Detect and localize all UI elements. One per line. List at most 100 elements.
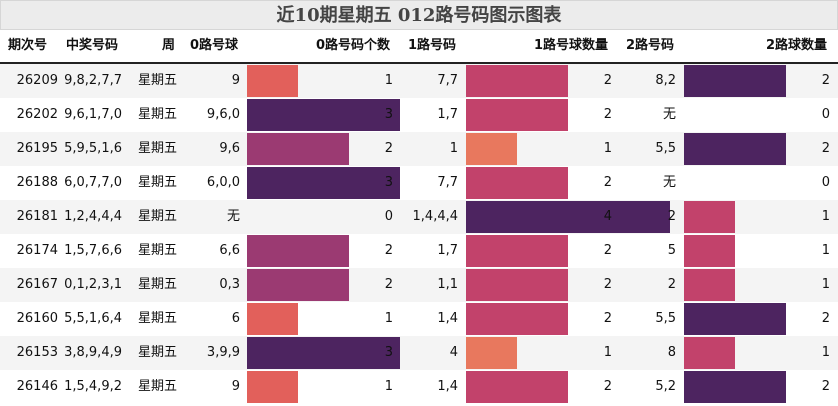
header-numbers: 中奖号码 bbox=[66, 38, 119, 53]
cell-r0: 6,0,0 bbox=[206, 175, 240, 190]
cell-r2count: 2 bbox=[821, 379, 830, 394]
cell-r2: 2 bbox=[667, 209, 676, 224]
cell-period: 26181 bbox=[16, 209, 58, 224]
r2-count-bar bbox=[684, 133, 786, 165]
cell-r1count: 4 bbox=[603, 209, 612, 224]
cell-numbers: 5,9,5,1,6 bbox=[64, 141, 122, 156]
cell-r2count: 0 bbox=[821, 107, 830, 122]
cell-r2count: 2 bbox=[821, 311, 830, 326]
cell-r1: 4 bbox=[449, 345, 458, 360]
r0-count-bar bbox=[247, 371, 298, 403]
cell-r1: 1,4,4,4 bbox=[412, 209, 458, 224]
cell-r0: 无 bbox=[226, 209, 240, 224]
cell-r1count: 2 bbox=[603, 73, 612, 88]
cell-r0count: 3 bbox=[384, 107, 393, 122]
r1-count-bar bbox=[466, 371, 568, 403]
r0-count-bar bbox=[247, 167, 400, 199]
r1-count-bar bbox=[466, 201, 670, 233]
header-period: 期次号 bbox=[8, 38, 48, 53]
cell-r2: 无 bbox=[662, 175, 676, 190]
cell-numbers: 1,2,4,4,4 bbox=[64, 209, 122, 224]
header-r0: 0路号球 bbox=[190, 38, 239, 53]
cell-weekday: 星期五 bbox=[137, 209, 177, 224]
cell-weekday: 星期五 bbox=[137, 141, 177, 156]
cell-r0count: 2 bbox=[384, 277, 393, 292]
cell-r1count: 2 bbox=[603, 277, 612, 292]
r1-count-bar bbox=[466, 337, 517, 369]
cell-r1: 7,7 bbox=[437, 175, 458, 190]
table-header: 期次号 中奖号码 周 0路号球 0路号码个数 1路号码 1路号球数量 2路号码 … bbox=[0, 30, 838, 64]
cell-numbers: 6,0,7,7,0 bbox=[64, 175, 122, 190]
r2-count-bar bbox=[684, 269, 735, 301]
cell-r2: 8 bbox=[667, 345, 676, 360]
r1-count-bar bbox=[466, 65, 568, 97]
cell-r0: 9 bbox=[231, 379, 240, 394]
cell-r0count: 3 bbox=[384, 345, 393, 360]
page-title: 近10期星期五 012路号码图示图表 bbox=[0, 0, 838, 30]
cell-weekday: 星期五 bbox=[137, 243, 177, 258]
cell-numbers: 9,6,1,7,0 bbox=[64, 107, 122, 122]
cell-r1count: 2 bbox=[603, 243, 612, 258]
cell-weekday: 星期五 bbox=[137, 379, 177, 394]
cell-r2: 5,5 bbox=[655, 141, 676, 156]
cell-weekday: 星期五 bbox=[137, 277, 177, 292]
cell-r2: 无 bbox=[662, 107, 676, 122]
r1-count-bar bbox=[466, 235, 568, 267]
cell-r2: 5 bbox=[667, 243, 676, 258]
r1-count-bar bbox=[466, 133, 517, 165]
cell-r0: 0,3 bbox=[219, 277, 240, 292]
cell-r0count: 1 bbox=[384, 379, 393, 394]
cell-period: 26188 bbox=[16, 175, 58, 190]
cell-r0count: 2 bbox=[384, 243, 393, 258]
r0-count-bar bbox=[247, 133, 349, 165]
cell-period: 26174 bbox=[16, 243, 58, 258]
cell-period: 26209 bbox=[16, 73, 58, 88]
cell-r1: 1,7 bbox=[437, 243, 458, 258]
header-r1count: 1路号球数量 bbox=[534, 38, 609, 53]
cell-numbers: 1,5,7,6,6 bbox=[64, 243, 122, 258]
cell-r1count: 2 bbox=[603, 379, 612, 394]
cell-period: 26202 bbox=[16, 107, 58, 122]
header-r1: 1路号码 bbox=[408, 38, 457, 53]
table-row: 26160 5,5,1,6,4 星期五 6 1 1,4 2 5,5 2 bbox=[0, 302, 838, 336]
cell-numbers: 1,5,4,9,2 bbox=[64, 379, 122, 394]
table-row: 26146 1,5,4,9,2 星期五 9 1 1,4 2 5,2 2 bbox=[0, 370, 838, 404]
cell-r0: 9,6 bbox=[219, 141, 240, 156]
cell-r0count: 1 bbox=[384, 73, 393, 88]
cell-weekday: 星期五 bbox=[137, 175, 177, 190]
r2-count-bar bbox=[684, 235, 735, 267]
header-r2: 2路号码 bbox=[626, 38, 675, 53]
cell-r1: 1 bbox=[449, 141, 458, 156]
cell-r1count: 2 bbox=[603, 107, 612, 122]
cell-r2count: 0 bbox=[821, 175, 830, 190]
header-r2count: 2路球数量 bbox=[766, 38, 828, 53]
cell-numbers: 5,5,1,6,4 bbox=[64, 311, 122, 326]
table-row: 26153 3,8,9,4,9 星期五 3,9,9 3 4 1 8 1 bbox=[0, 336, 838, 370]
cell-r2count: 2 bbox=[821, 73, 830, 88]
cell-r2count: 1 bbox=[821, 209, 830, 224]
cell-r0count: 0 bbox=[384, 209, 393, 224]
cell-r1: 1,4 bbox=[437, 379, 458, 394]
cell-period: 26153 bbox=[16, 345, 58, 360]
cell-r2count: 2 bbox=[821, 141, 830, 156]
cell-period: 26160 bbox=[16, 311, 58, 326]
r1-count-bar bbox=[466, 99, 568, 131]
r0-count-bar bbox=[247, 269, 349, 301]
r0-count-bar bbox=[247, 65, 298, 97]
cell-weekday: 星期五 bbox=[137, 311, 177, 326]
cell-r2: 5,2 bbox=[655, 379, 676, 394]
cell-r1: 1,4 bbox=[437, 311, 458, 326]
r2-count-bar bbox=[684, 337, 735, 369]
cell-r0: 6 bbox=[231, 311, 240, 326]
cell-r2count: 1 bbox=[821, 345, 830, 360]
cell-r2: 5,5 bbox=[655, 311, 676, 326]
cell-r0count: 1 bbox=[384, 311, 393, 326]
table-row: 26174 1,5,7,6,6 星期五 6,6 2 1,7 2 5 1 bbox=[0, 234, 838, 268]
header-r0count: 0路号码个数 bbox=[316, 38, 391, 53]
r2-count-bar bbox=[684, 201, 735, 233]
cell-r0count: 3 bbox=[384, 175, 393, 190]
cell-weekday: 星期五 bbox=[137, 345, 177, 360]
cell-weekday: 星期五 bbox=[137, 107, 177, 122]
cell-period: 26146 bbox=[16, 379, 58, 394]
